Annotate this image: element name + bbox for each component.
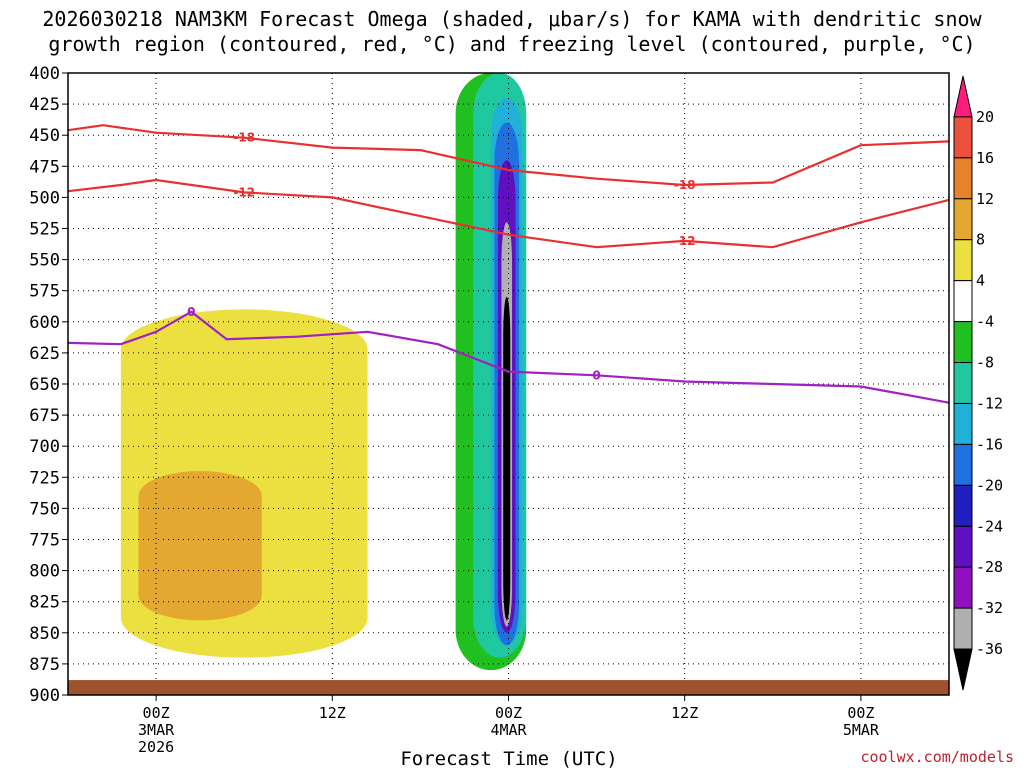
colorbar-label-1: 16 [976, 149, 994, 167]
colorbar-seg-7 [953, 362, 973, 404]
colorbar-label-7: -12 [976, 394, 1003, 412]
colorbar-seg-5 [953, 280, 973, 323]
ytick-label-900: 900 [29, 686, 60, 706]
colorbar-label-13: -36 [976, 640, 1003, 658]
colorbar-cap-bottom [953, 648, 973, 691]
omega-shading [120, 73, 527, 671]
colorbar-label-5: -4 [976, 313, 994, 331]
x-axis-label: Forecast Time (UTC) [400, 748, 617, 768]
credit-text[interactable]: coolwx.com/models [860, 748, 1014, 766]
colorbar-label-0: 20 [976, 108, 994, 126]
xtick-label-20-1: 4MAR [490, 721, 527, 739]
colorbar-label-9: -20 [976, 476, 1003, 494]
chart-title-line1: 2026030218 NAM3KM Forecast Omega (shaded… [42, 7, 982, 31]
colorbar-label-10: -24 [976, 517, 1003, 535]
contour-label-1-0: -12 [233, 185, 255, 199]
colorbar-seg-8 [953, 402, 973, 445]
colorbar-seg-12 [953, 566, 973, 609]
colorbar-seg-11 [953, 525, 973, 568]
ytick-label-450: 450 [29, 126, 60, 146]
contour-line-1 [68, 178, 949, 249]
ytick-label-775: 775 [29, 531, 60, 551]
colorbar-label-11: -28 [976, 558, 1003, 576]
colorbar-cap-top [953, 75, 973, 118]
ytick-label-625: 625 [29, 344, 60, 364]
ytick-label-475: 475 [29, 157, 60, 177]
ytick-label-525: 525 [29, 220, 60, 240]
chart-title-line2: growth region (contoured, red, °C) and f… [48, 32, 975, 56]
xtick-label-40-1: 5MAR [843, 721, 880, 739]
y-axis-ticks: 400 425 450 475 500 525 550 575 600 625 650 675 700 7… [29, 64, 68, 706]
contour-label-1-1: -12 [674, 234, 696, 248]
contour-line-0 [68, 124, 949, 187]
colorbar-seg-13 [953, 607, 973, 650]
contour-label-2-0: 0 [187, 305, 195, 319]
ytick-label-550: 550 [29, 251, 60, 271]
ytick-label-725: 725 [29, 468, 60, 488]
colorbar-seg-2 [953, 157, 973, 200]
contour-label-0-0: -18 [233, 131, 255, 145]
ytick-label-750: 750 [29, 499, 60, 519]
omega-region-6 [503, 296, 511, 621]
terrain-surface [68, 680, 949, 695]
ytick-label-650: 650 [29, 375, 60, 395]
contour-label-0-1: -18 [674, 178, 696, 192]
ytick-label-800: 800 [29, 562, 60, 582]
colorbar-label-6: -8 [976, 354, 994, 372]
xtick-label-0-0: 00Z [143, 704, 170, 722]
ytick-label-575: 575 [29, 282, 60, 302]
ytick-label-500: 500 [29, 188, 60, 208]
ytick-label-675: 675 [29, 406, 60, 426]
colorbar: 20 16 12 8 4 -4 -8 -12 -16 -20 -24 -28 -32 -36 [953, 75, 1003, 691]
xtick-label-40-0: 00Z [847, 704, 874, 722]
ytick-label-825: 825 [29, 593, 60, 613]
colorbar-label-3: 8 [976, 231, 985, 249]
colorbar-label-12: -32 [976, 599, 1003, 617]
colorbar-seg-6 [953, 321, 973, 364]
colorbar-seg-9 [953, 443, 973, 486]
temperature-contours: -18 -18 -12 -12 0 0 [68, 124, 949, 404]
colorbar-seg-10 [953, 484, 973, 527]
xtick-label-10-0: 12Z [319, 704, 346, 722]
ytick-label-425: 425 [29, 95, 60, 115]
xtick-label-30-0: 12Z [671, 704, 698, 722]
colorbar-label-4: 4 [976, 272, 985, 290]
xtick-label-20-0: 00Z [495, 704, 522, 722]
ytick-label-400: 400 [29, 64, 60, 84]
terrain-band [68, 680, 949, 695]
ytick-label-850: 850 [29, 624, 60, 644]
colorbar-seg-4 [953, 239, 973, 282]
omega-region-8 [138, 471, 262, 621]
colorbar-seg-3 [953, 198, 973, 241]
xtick-label-0-2: 2026 [138, 738, 174, 756]
ytick-label-700: 700 [29, 437, 60, 457]
ytick-label-600: 600 [29, 313, 60, 333]
contour-line-2 [68, 310, 949, 404]
contour-label-2-1: 0 [592, 368, 600, 382]
colorbar-seg-1 [953, 116, 973, 159]
colorbar-label-2: 12 [976, 190, 994, 208]
xtick-label-0-1: 3MAR [138, 721, 175, 739]
ytick-label-875: 875 [29, 655, 60, 675]
colorbar-label-8: -16 [976, 435, 1003, 453]
